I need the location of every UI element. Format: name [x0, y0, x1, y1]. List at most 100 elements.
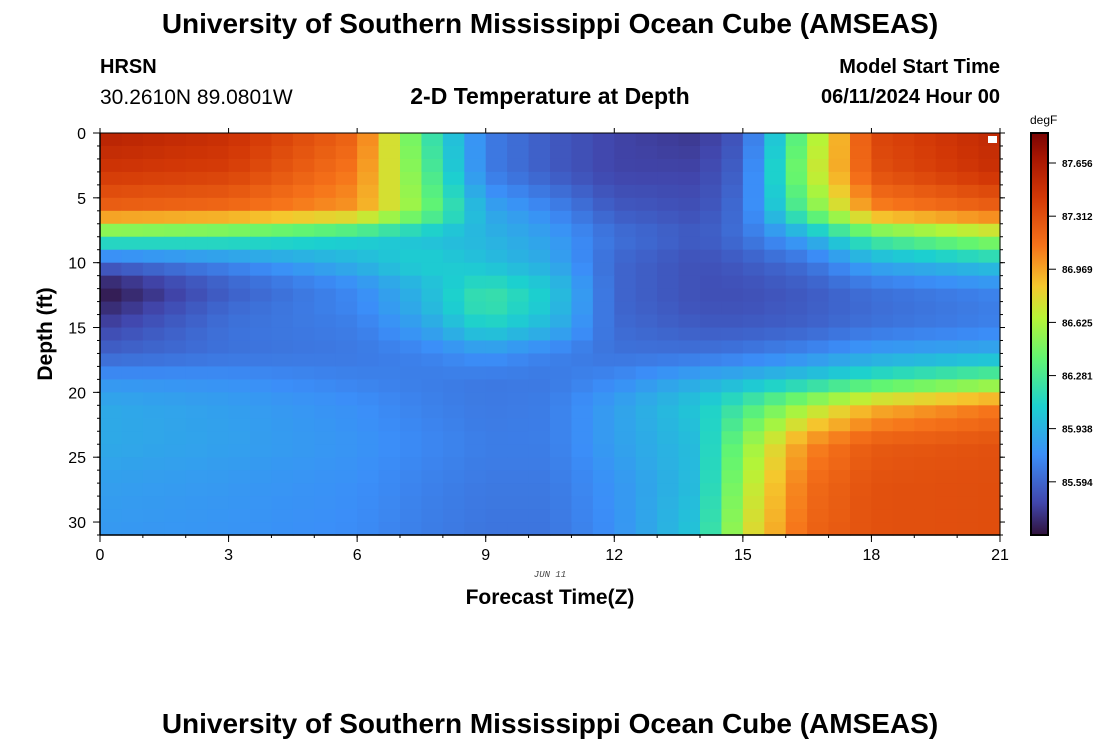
heatmap-cell — [614, 249, 637, 264]
heatmap-cell — [850, 457, 873, 471]
heatmap-cell — [635, 158, 658, 173]
heatmap-cell — [250, 457, 273, 471]
heatmap-cell — [357, 184, 380, 199]
heatmap-cell — [635, 171, 658, 186]
heatmap-cell — [357, 457, 380, 471]
colorbar-tick-label: 85.938 — [1062, 425, 1093, 436]
heatmap-cell — [271, 366, 294, 380]
heatmap-cell — [678, 392, 701, 406]
heatmap-cell — [785, 133, 808, 147]
heatmap-cell — [807, 340, 830, 355]
heatmap-cell — [614, 483, 637, 497]
heatmap-cell — [571, 236, 594, 251]
heatmap-cell — [614, 133, 637, 147]
heatmap-cell — [935, 184, 958, 199]
heatmap-cell — [250, 392, 273, 406]
heatmap-cell — [507, 327, 530, 342]
heatmap-cell — [185, 223, 208, 238]
heatmap-cell — [164, 236, 187, 251]
heatmap-cell — [935, 366, 958, 380]
heatmap-cell — [121, 288, 144, 303]
heatmap-cell — [742, 288, 765, 303]
heatmap-cell — [100, 509, 123, 523]
heatmap-cell — [228, 171, 251, 186]
heatmap-cell — [721, 379, 744, 393]
heatmap-cell — [442, 327, 465, 342]
heatmap-cell — [164, 210, 187, 225]
heatmap-cell — [442, 457, 465, 471]
heatmap-cell — [635, 483, 658, 497]
heatmap-cell — [742, 197, 765, 212]
heatmap-cell — [142, 327, 165, 342]
heatmap-cells — [100, 133, 1001, 536]
heatmap-cell — [250, 444, 273, 458]
heatmap-cell — [635, 133, 658, 147]
heatmap-cell — [700, 496, 723, 510]
heatmap-cell — [357, 405, 380, 419]
heatmap-cell — [700, 197, 723, 212]
heatmap-cell — [678, 444, 701, 458]
heatmap-cell — [828, 184, 851, 199]
heatmap-cell — [807, 496, 830, 510]
colorbar-tick-label: 87.312 — [1062, 212, 1093, 223]
heatmap-cell — [700, 457, 723, 471]
heatmap-cell — [314, 184, 337, 199]
heatmap-cell — [185, 444, 208, 458]
heatmap-cell — [314, 418, 337, 432]
heatmap-cell — [314, 353, 337, 368]
heatmap-cell — [871, 210, 894, 225]
heatmap-cell — [507, 431, 530, 445]
heatmap-cell — [742, 223, 765, 238]
heatmap-cell — [635, 210, 658, 225]
heatmap-cell — [657, 314, 680, 329]
heatmap-cell — [207, 340, 230, 355]
heatmap-cell — [742, 249, 765, 264]
heatmap-cell — [957, 158, 980, 173]
heatmap-cell — [142, 184, 165, 199]
heatmap-cell — [207, 353, 230, 368]
heatmap-cell — [314, 431, 337, 445]
heatmap-cell — [550, 249, 573, 264]
heatmap-cell — [421, 327, 444, 342]
heatmap-cell — [785, 418, 808, 432]
heatmap-cell — [764, 379, 787, 393]
heatmap-cell — [464, 145, 487, 160]
heatmap-cell — [357, 210, 380, 225]
colorbar-tick-label: 86.281 — [1062, 372, 1093, 383]
heatmap-cell — [571, 496, 594, 510]
heatmap-cell — [400, 145, 423, 160]
heatmap-cell — [807, 223, 830, 238]
heatmap-cell — [142, 171, 165, 186]
heatmap-cell — [635, 496, 658, 510]
heatmap-cell — [228, 236, 251, 251]
heatmap-cell — [292, 171, 315, 186]
heatmap-cell — [164, 366, 187, 380]
heatmap-cell — [207, 223, 230, 238]
heatmap-cell — [700, 275, 723, 290]
heatmap-cell — [250, 483, 273, 497]
heatmap-cell — [335, 366, 358, 380]
heatmap-cell — [871, 133, 894, 147]
heatmap-cell — [271, 496, 294, 510]
heatmap-cell — [335, 314, 358, 329]
heatmap-cell — [442, 509, 465, 523]
heatmap-cell — [207, 522, 230, 536]
heatmap-cell — [485, 483, 508, 497]
heatmap-cell — [700, 288, 723, 303]
heatmap-cell — [764, 418, 787, 432]
heatmap-cell — [335, 249, 358, 264]
heatmap-cell — [485, 522, 508, 536]
heatmap-cell — [335, 197, 358, 212]
heatmap-cell — [250, 197, 273, 212]
heatmap-cell — [957, 379, 980, 393]
heatmap-cell — [292, 288, 315, 303]
heatmap-cell — [721, 457, 744, 471]
heatmap-cell — [121, 431, 144, 445]
heatmap-cell — [421, 405, 444, 419]
heatmap-cell — [164, 133, 187, 147]
heatmap-cell — [978, 223, 1001, 238]
heatmap-cell — [678, 275, 701, 290]
heatmap-cell — [464, 275, 487, 290]
heatmap-cell — [100, 444, 123, 458]
heatmap-cell — [571, 249, 594, 264]
